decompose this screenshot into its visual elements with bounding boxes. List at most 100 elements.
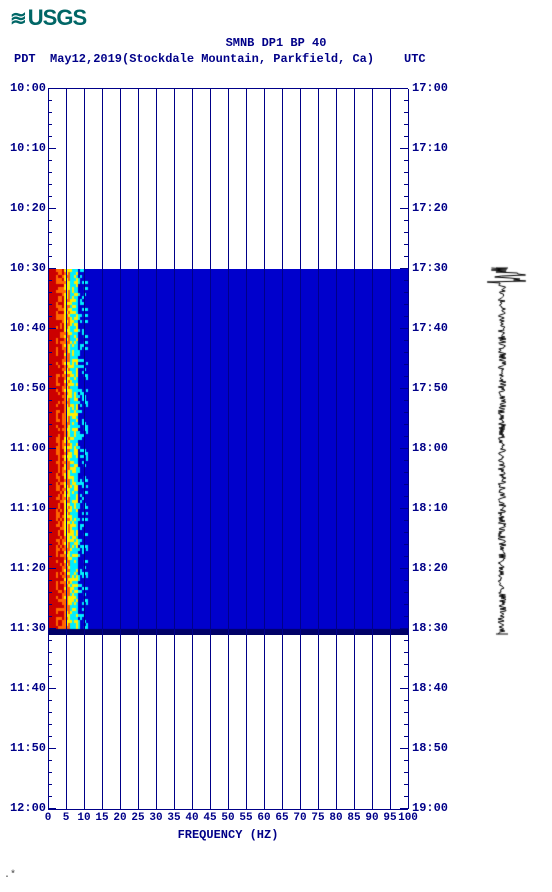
- tick: [404, 484, 408, 485]
- waveform-canvas: [472, 88, 532, 808]
- y-right-label: 17:10: [412, 141, 448, 155]
- tick: [48, 784, 52, 785]
- gridline: [120, 89, 121, 809]
- tick: [404, 340, 408, 341]
- y-left-label: 10:50: [10, 381, 46, 395]
- tick: [48, 208, 56, 209]
- tick: [48, 412, 52, 413]
- tick: [404, 424, 408, 425]
- y-left-label: 11:00: [10, 441, 46, 455]
- x-tick-label: 25: [131, 812, 144, 824]
- tick: [48, 220, 52, 221]
- tick: [404, 664, 408, 665]
- tz-left-label: PDT: [14, 52, 36, 66]
- gridline: [408, 89, 409, 809]
- x-tick-label: 30: [149, 812, 162, 824]
- logo-wave-icon: ≋: [10, 6, 26, 31]
- tick: [48, 556, 52, 557]
- x-tick-label: 80: [329, 812, 342, 824]
- tz-right-label: UTC: [404, 52, 426, 66]
- tick: [48, 760, 52, 761]
- y-left-label: 10:20: [10, 201, 46, 215]
- tick: [404, 496, 408, 497]
- tick: [48, 172, 52, 173]
- tick: [404, 292, 408, 293]
- tick: [48, 124, 52, 125]
- tick: [404, 316, 408, 317]
- y-left-label: 10:00: [10, 81, 46, 95]
- tick: [404, 364, 408, 365]
- tick: [48, 340, 52, 341]
- tick: [48, 460, 52, 461]
- tick: [404, 676, 408, 677]
- tick: [404, 352, 408, 353]
- gridline: [84, 89, 85, 809]
- y-right-label: 17:30: [412, 261, 448, 275]
- tick: [48, 388, 56, 389]
- tick: [48, 772, 52, 773]
- x-tick-label: 35: [167, 812, 180, 824]
- y-right-label: 18:50: [412, 741, 448, 755]
- y-right-label: 18:00: [412, 441, 448, 455]
- y-right-label: 17:20: [412, 201, 448, 215]
- gridline: [210, 89, 211, 809]
- tick: [400, 508, 408, 509]
- gridline: [48, 89, 49, 809]
- tick: [404, 640, 408, 641]
- tick: [400, 568, 408, 569]
- tick: [48, 88, 56, 89]
- tick: [48, 616, 52, 617]
- x-tick-label: 85: [347, 812, 360, 824]
- tick: [48, 292, 52, 293]
- tick: [48, 304, 52, 305]
- y-left-label: 11:40: [10, 681, 46, 695]
- gridline: [390, 89, 391, 809]
- x-tick-label: 15: [95, 812, 108, 824]
- y-right-label: 17:00: [412, 81, 448, 95]
- tick: [48, 532, 52, 533]
- tick: [48, 808, 56, 809]
- tick: [48, 244, 52, 245]
- tick: [48, 100, 52, 101]
- tick: [48, 268, 56, 269]
- tick: [48, 328, 56, 329]
- tick: [404, 772, 408, 773]
- gridline: [336, 89, 337, 809]
- y-right-label: 18:30: [412, 621, 448, 635]
- tick: [48, 712, 52, 713]
- x-tick-label: 10: [77, 812, 90, 824]
- gridline: [174, 89, 175, 809]
- x-tick-label: 55: [239, 812, 252, 824]
- tick: [48, 664, 52, 665]
- tick: [404, 520, 408, 521]
- y-right-label: 18:20: [412, 561, 448, 575]
- y-left-label: 10:40: [10, 321, 46, 335]
- gridline: [282, 89, 283, 809]
- tick: [48, 256, 52, 257]
- tick: [404, 532, 408, 533]
- tick: [48, 112, 52, 113]
- tick: [48, 688, 56, 689]
- tick: [48, 676, 52, 677]
- tick: [404, 304, 408, 305]
- tick: [404, 736, 408, 737]
- tick: [48, 724, 52, 725]
- tick: [48, 568, 56, 569]
- gridline: [192, 89, 193, 809]
- gridline: [372, 89, 373, 809]
- tick: [404, 172, 408, 173]
- x-tick-label: 50: [221, 812, 234, 824]
- gridline: [246, 89, 247, 809]
- tick: [404, 796, 408, 797]
- y-right-label: 19:00: [412, 801, 448, 815]
- tick: [48, 196, 52, 197]
- tick: [48, 232, 52, 233]
- tick: [404, 556, 408, 557]
- tick: [404, 160, 408, 161]
- tick: [404, 544, 408, 545]
- tick: [400, 808, 408, 809]
- tick: [48, 400, 52, 401]
- date-label: May12,2019(Stockdale Mountain, Parkfield…: [50, 52, 374, 66]
- tick: [404, 760, 408, 761]
- tick: [404, 136, 408, 137]
